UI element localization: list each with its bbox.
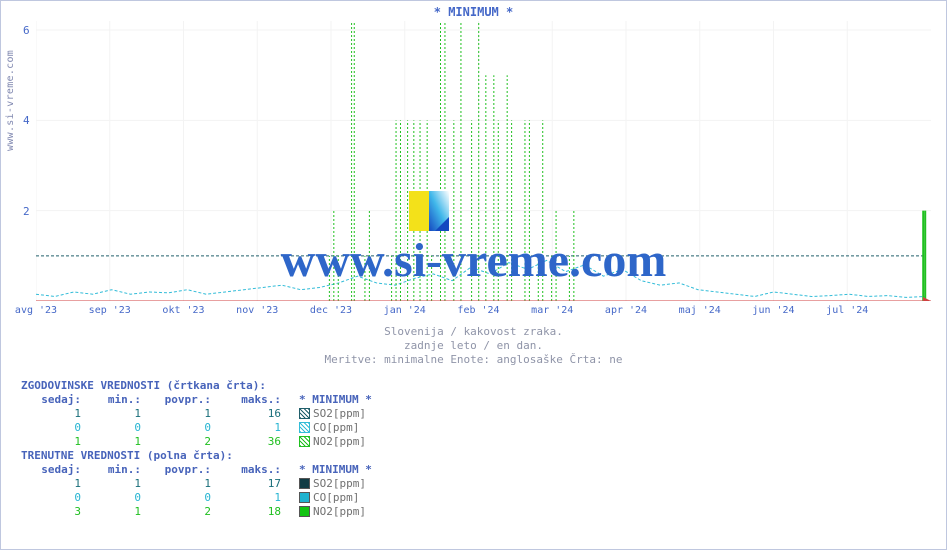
table-row: 0001CO[ppm] xyxy=(21,491,372,505)
xtick-label: apr '24 xyxy=(605,305,647,316)
legend-title: * MINIMUM * xyxy=(299,393,372,407)
table-row: 31218NO2[ppm] xyxy=(21,505,372,519)
meta-line-2: zadnje leto / en dan. xyxy=(1,339,946,353)
legend-item: SO2[ppm] xyxy=(299,477,366,491)
legend-item: SO2[ppm] xyxy=(299,407,366,421)
legend-swatch-icon xyxy=(299,436,310,447)
chart-area xyxy=(36,21,931,301)
legend-swatch-icon xyxy=(299,478,310,489)
site-logo xyxy=(409,191,539,241)
site-label-vertical: www.si-vreme.com xyxy=(5,50,16,151)
data-tables: ZGODOVINSKE VREDNOSTI (črtkana črta):sed… xyxy=(21,379,372,519)
chart-meta: Slovenija / kakovost zraka. zadnje leto … xyxy=(1,325,946,367)
table-title: ZGODOVINSKE VREDNOSTI (črtkana črta): xyxy=(21,379,372,393)
legend-swatch-icon xyxy=(299,422,310,433)
legend-item: CO[ppm] xyxy=(299,421,359,435)
xtick-label: jul '24 xyxy=(826,305,868,316)
ytick-label: 4 xyxy=(23,114,30,127)
chart-title: * MINIMUM * xyxy=(1,5,946,19)
xtick-label: jan '24 xyxy=(384,305,426,316)
table-header-row: sedaj:min.:povpr.:maks.:* MINIMUM * xyxy=(21,463,372,477)
xtick-label: nov '23 xyxy=(236,305,278,316)
legend-swatch-icon xyxy=(299,408,310,419)
table-row: 0001CO[ppm] xyxy=(21,421,372,435)
xtick-label: mar '24 xyxy=(531,305,573,316)
xtick-label: jun '24 xyxy=(752,305,794,316)
legend-title: * MINIMUM * xyxy=(299,463,372,477)
legend-item: NO2[ppm] xyxy=(299,505,366,519)
legend-swatch-icon xyxy=(299,506,310,517)
table-header-row: sedaj:min.:povpr.:maks.:* MINIMUM * xyxy=(21,393,372,407)
table-row: 11117SO2[ppm] xyxy=(21,477,372,491)
ytick-label: 2 xyxy=(23,205,30,218)
legend-swatch-icon xyxy=(299,492,310,503)
xtick-label: dec '23 xyxy=(310,305,352,316)
legend-item: NO2[ppm] xyxy=(299,435,366,449)
table-row: 11236NO2[ppm] xyxy=(21,435,372,449)
legend-item: CO[ppm] xyxy=(299,491,359,505)
xtick-label: maj '24 xyxy=(679,305,721,316)
xtick-label: avg '23 xyxy=(15,305,57,316)
xtick-label: feb '24 xyxy=(457,305,499,316)
meta-line-1: Slovenija / kakovost zraka. xyxy=(1,325,946,339)
ytick-label: 6 xyxy=(23,24,30,37)
x-axis-labels: avg '23sep '23okt '23nov '23dec '23jan '… xyxy=(36,305,931,319)
xtick-label: okt '23 xyxy=(162,305,204,316)
table-title: TRENUTNE VREDNOSTI (polna črta): xyxy=(21,449,372,463)
xtick-label: sep '23 xyxy=(89,305,131,316)
table-row: 11116SO2[ppm] xyxy=(21,407,372,421)
meta-line-3: Meritve: minimalne Enote: anglosaške Črt… xyxy=(1,353,946,367)
